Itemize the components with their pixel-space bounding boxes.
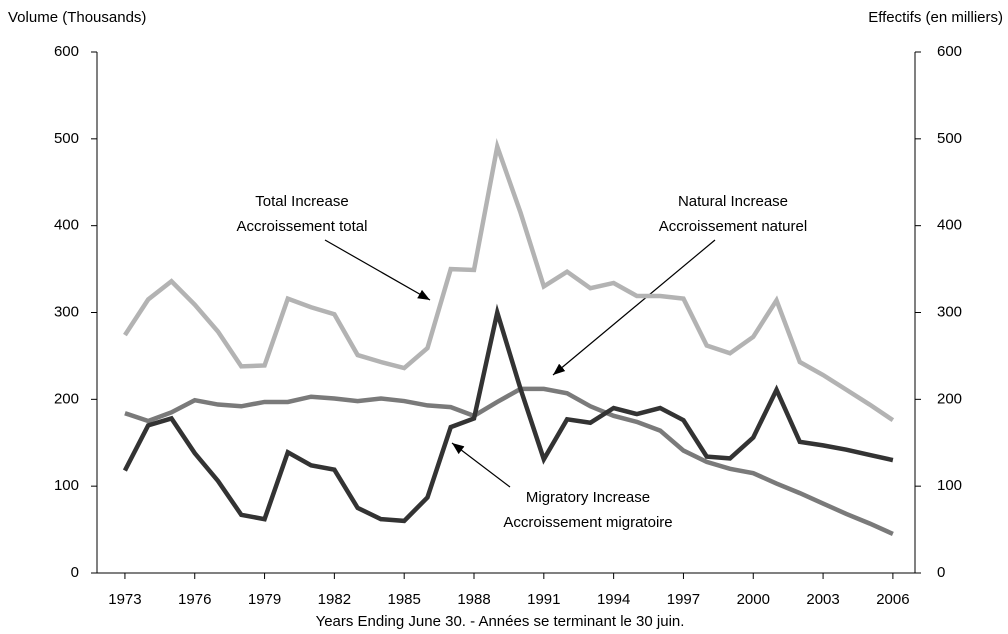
y-tick-label: 500 <box>54 130 79 147</box>
x-tick-label: 1973 <box>108 591 141 608</box>
x-tick-label: 2000 <box>737 591 770 608</box>
annotation: Accroissement migratoire <box>503 514 672 531</box>
x-tick-label: 1979 <box>248 591 281 608</box>
annotation: Total Increase <box>255 193 348 210</box>
x-axis-label: Years Ending June 30. - Années se termin… <box>316 613 685 630</box>
y2-tick-label: 600 <box>937 43 962 60</box>
y2-tick-label: 500 <box>937 130 962 147</box>
annotation: Accroissement total <box>237 218 368 235</box>
y-axis-label: Volume (Thousands) <box>8 9 146 26</box>
annotation: Natural Increase <box>678 193 788 210</box>
y-tick-label: 300 <box>54 303 79 320</box>
series-layer <box>122 138 895 536</box>
x-tick-label: 1991 <box>527 591 560 608</box>
x-tick-label: 1997 <box>667 591 700 608</box>
arrow <box>324 239 431 301</box>
y2-tick-label: 200 <box>937 390 962 407</box>
y2-tick-label: 0 <box>937 564 945 581</box>
y-tick-label: 600 <box>54 43 79 60</box>
x-tick-label: 1976 <box>178 591 211 608</box>
annotation: Migratory Increase <box>526 489 650 506</box>
series-line <box>124 386 894 536</box>
x-tick-label: 2003 <box>806 591 839 608</box>
series-line <box>123 138 895 423</box>
y-tick-label: 100 <box>54 477 79 494</box>
y2-tick-label: 400 <box>937 217 962 234</box>
x-tick-label: 1985 <box>387 591 420 608</box>
y-tick-label: 200 <box>54 390 79 407</box>
annotation: Accroissement naturel <box>659 218 807 235</box>
y2-axis-label: Effectifs (en milliers) <box>868 9 1003 26</box>
y2-tick-label: 300 <box>937 303 962 320</box>
y-tick-label: 0 <box>71 564 79 581</box>
x-tick-label: 1982 <box>318 591 351 608</box>
arrow <box>451 442 511 488</box>
x-tick-label: 1994 <box>597 591 630 608</box>
x-tick-label: 2006 <box>876 591 909 608</box>
x-tick-label: 1988 <box>457 591 490 608</box>
series-line <box>122 303 894 524</box>
arrow <box>552 239 716 376</box>
y-tick-label: 400 <box>54 217 79 234</box>
y2-tick-label: 100 <box>937 477 962 494</box>
